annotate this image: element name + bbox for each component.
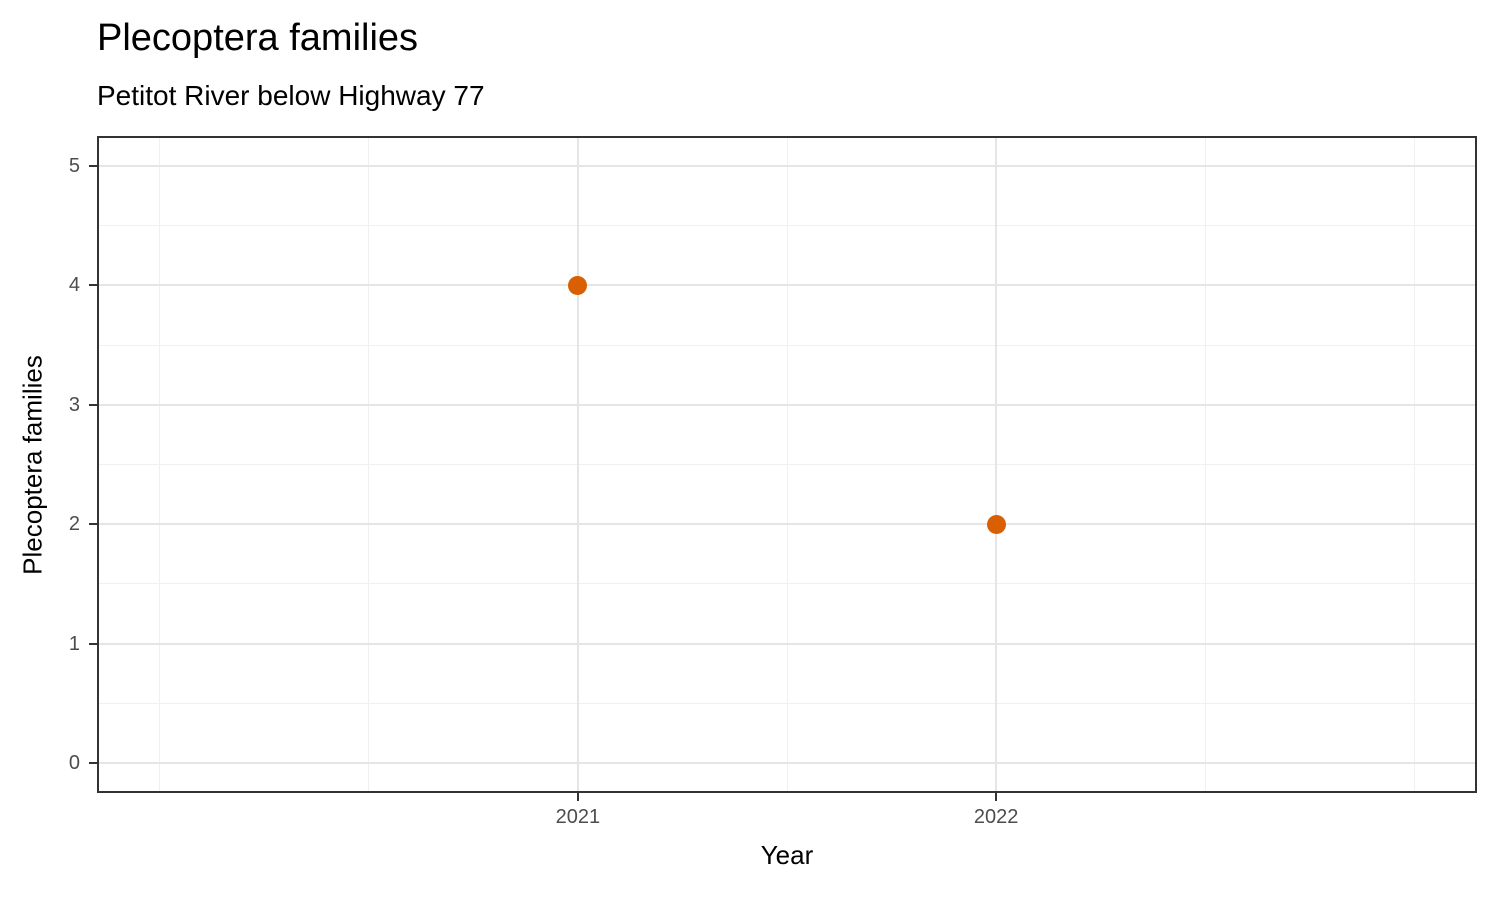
y-axis-tick bbox=[89, 284, 97, 287]
x-axis-tick bbox=[576, 793, 579, 801]
y-axis-tick-label: 1 bbox=[68, 632, 80, 655]
x-axis-tick-label: 2021 bbox=[555, 806, 601, 828]
y-axis-tick-label: 2 bbox=[68, 513, 80, 536]
y-axis-tick bbox=[89, 642, 97, 645]
grid-line-major-horizontal bbox=[97, 284, 1477, 287]
y-axis-tick bbox=[89, 762, 97, 765]
x-axis-tick bbox=[995, 793, 998, 801]
grid-line-major-vertical bbox=[995, 136, 998, 793]
y-axis-title: Plecoptera families bbox=[17, 355, 48, 575]
y-axis-tick-label: 0 bbox=[68, 752, 80, 775]
x-axis-tick-label: 2022 bbox=[973, 806, 1019, 828]
grid-line-minor-vertical bbox=[159, 136, 161, 793]
grid-line-minor-vertical bbox=[786, 136, 788, 793]
chart-subtitle: Petitot River below Highway 77 bbox=[97, 80, 485, 111]
y-axis-tick bbox=[89, 164, 97, 167]
y-axis-tick-label: 4 bbox=[68, 274, 80, 297]
data-point bbox=[568, 275, 588, 295]
grid-line-minor-vertical bbox=[1413, 136, 1415, 793]
data-point bbox=[986, 514, 1006, 534]
chart-title: Plecoptera families bbox=[97, 17, 419, 59]
grid-line-minor-vertical bbox=[368, 136, 370, 793]
grid-line-major-horizontal bbox=[97, 164, 1477, 167]
x-axis-title: Year bbox=[760, 840, 814, 870]
grid-line-major-horizontal bbox=[97, 403, 1477, 406]
y-axis-tick bbox=[89, 403, 97, 406]
y-axis-tick-label: 5 bbox=[68, 154, 80, 177]
y-axis-tick-label: 3 bbox=[68, 393, 80, 416]
grid-line-major-horizontal bbox=[97, 523, 1477, 526]
plot-panel bbox=[97, 136, 1477, 793]
grid-line-major-horizontal bbox=[97, 762, 1477, 765]
grid-line-minor-vertical bbox=[1204, 136, 1206, 793]
grid-line-major-vertical bbox=[576, 136, 579, 793]
y-axis-tick bbox=[89, 523, 97, 526]
grid-line-major-horizontal bbox=[97, 642, 1477, 645]
